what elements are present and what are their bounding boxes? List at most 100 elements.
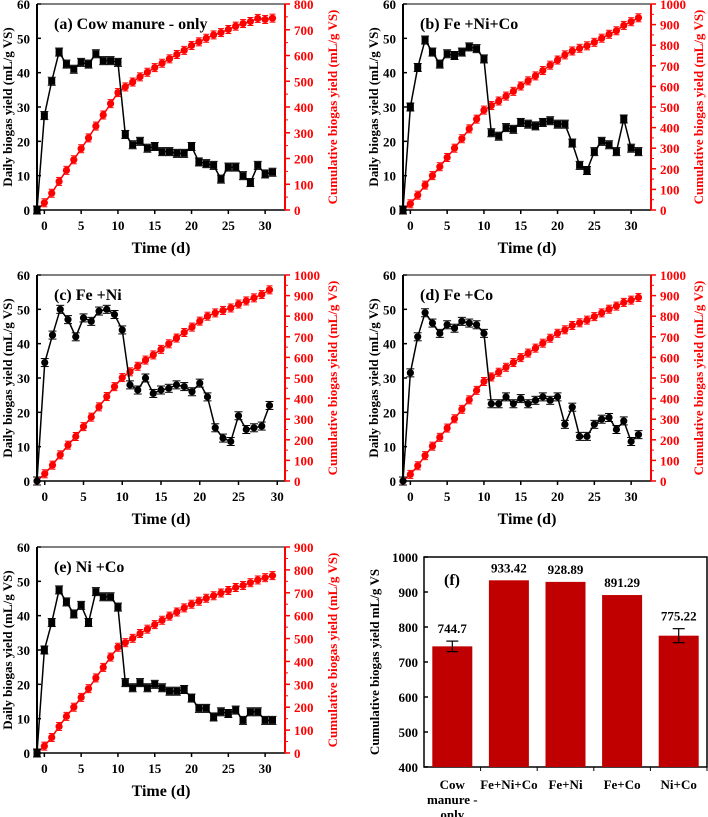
y2-tick-label: 300 [294, 126, 314, 141]
y2-tick-label: 0 [294, 474, 301, 489]
y-axis-title: Cumulative biogas yield mL/g VS [367, 569, 382, 755]
cumulative-point [172, 334, 181, 342]
daily-point [114, 58, 122, 66]
daily-point [158, 684, 166, 692]
cumulative-point [436, 433, 444, 441]
y-tick-label: 60 [383, 268, 396, 283]
daily-point [110, 310, 119, 319]
daily-point [524, 400, 532, 408]
x-category-label: Fe+Ni+Co [480, 777, 537, 792]
cumulative-point [55, 722, 63, 731]
cumulative-point [70, 156, 78, 164]
daily-point [195, 158, 203, 166]
y2-tick-label: 800 [660, 309, 680, 324]
daily-point [121, 679, 129, 687]
y2-tick-label: 0 [294, 203, 301, 218]
daily-point [480, 55, 488, 63]
daily-point [62, 60, 70, 68]
daily-point [33, 749, 41, 757]
cumulative-point [265, 286, 274, 294]
cumulative-point [539, 66, 547, 75]
panel-label: (b) Fe +Ni+Co [420, 16, 518, 33]
cumulative-point [568, 47, 576, 55]
cumulative-point [114, 88, 122, 97]
bar-value-label: 928.89 [548, 562, 584, 577]
y2-tick-label: 0 [660, 203, 667, 218]
cumulative-point [590, 38, 598, 46]
cumulative-point [202, 34, 210, 42]
x-tick-label: 25 [222, 218, 236, 233]
cumulative-point [634, 14, 643, 22]
cumulative-point [224, 25, 232, 34]
cumulative-point [165, 612, 174, 620]
x-tick-label: 25 [232, 489, 246, 504]
y-axis-title: Daily biogas yield (mL/g VS) [366, 27, 381, 186]
y-axis-title: Daily biogas yield (mL/g VS) [0, 298, 15, 457]
cumulative-point [553, 329, 562, 337]
cumulative-series-line [36, 17, 273, 211]
cumulative-point [239, 19, 247, 28]
cumulative-point [77, 145, 85, 153]
daily-point [261, 170, 269, 178]
x-tick-label: 10 [111, 761, 124, 776]
daily-point [539, 393, 547, 401]
daily-point [487, 400, 495, 408]
daily-point [531, 122, 539, 130]
y-tick-label: 30 [383, 371, 396, 386]
y2-tick-label: 200 [660, 433, 680, 448]
cumulative-point [129, 634, 137, 642]
daily-point [217, 175, 225, 183]
y2-axis-title: Cumulative biogas yield (mL/g VS) [325, 553, 340, 748]
daily-point [265, 401, 274, 410]
daily-point [421, 36, 429, 44]
y2-tick-label: 600 [660, 350, 680, 365]
daily-point [561, 120, 569, 128]
cumulative-point [421, 452, 429, 460]
daily-point [254, 708, 262, 716]
y-tick-label: 50 [383, 31, 396, 46]
daily-point [107, 593, 115, 601]
cumulative-point [114, 643, 122, 651]
daily-point [77, 58, 85, 66]
y2-tick-label: 500 [294, 371, 314, 386]
x-tick-label: 5 [444, 218, 451, 233]
cumulative-point [561, 51, 569, 59]
daily-point [41, 358, 49, 367]
x-axis-title: Time (d) [132, 511, 191, 528]
daily-point [472, 321, 481, 329]
bar [658, 635, 699, 767]
cumulative-point [99, 111, 107, 119]
daily-point [107, 57, 115, 65]
cumulative-point [56, 451, 64, 459]
y-tick-label: 50 [17, 302, 30, 317]
daily-point [399, 206, 407, 214]
cumulative-point [217, 28, 225, 37]
daily-point [450, 324, 459, 332]
daily-point [531, 396, 540, 404]
daily-point [151, 142, 159, 150]
daily-point [576, 432, 584, 440]
bar [488, 580, 529, 767]
bar-value-label: 933.42 [491, 560, 527, 575]
y-tick-label: 30 [17, 371, 30, 386]
y2-axis-title: Cumulative biogas yield (mL/g VS) [691, 10, 706, 205]
x-tick-label: 15 [148, 218, 162, 233]
cumulative-point [406, 200, 414, 208]
cumulative-point [62, 166, 71, 174]
cumulative-point [72, 432, 80, 441]
y-tick-label: 20 [17, 134, 30, 149]
x-tick-label: 15 [514, 218, 528, 233]
bar [432, 646, 473, 767]
daily-point [173, 687, 181, 695]
x-tick-label: 5 [78, 761, 85, 776]
y2-tick-label: 900 [660, 18, 680, 33]
cumulative-point [141, 356, 150, 364]
y2-tick-label: 300 [294, 412, 314, 427]
y-tick-label: 20 [17, 677, 30, 692]
bar-value-label: 744.7 [438, 621, 468, 636]
daily-point [172, 381, 181, 389]
y2-tick-label: 200 [294, 700, 314, 715]
y-axis-title: Daily biogas yield (mL/g VS) [0, 27, 15, 186]
cumulative-point [612, 27, 621, 35]
daily-point [157, 386, 165, 394]
